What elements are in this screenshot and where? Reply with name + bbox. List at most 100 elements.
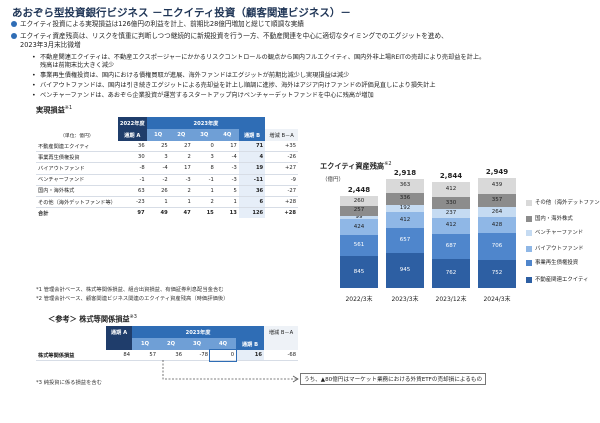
cell-q: 1 <box>146 196 170 209</box>
bar-segment <box>478 207 516 218</box>
cell-q: -3 <box>215 174 239 186</box>
bullet-dot-icon <box>11 33 17 39</box>
segment-label: 264 <box>491 208 503 215</box>
cell-diff: -27 <box>265 185 298 197</box>
row-label: 合計 <box>36 207 118 219</box>
legend-item: バイアウトファンド <box>526 244 584 252</box>
cell-q: 1 <box>215 196 239 209</box>
row-label: ベンチャーファンド <box>36 174 118 186</box>
segment-label: 752 <box>491 270 503 277</box>
segment-label: 412 <box>399 216 411 223</box>
callout-connector <box>162 360 299 383</box>
segment-label: 357 <box>491 197 503 204</box>
ref-col-1q: 1Q <box>132 338 158 350</box>
cell-diff: +27 <box>265 162 298 175</box>
table-row: その他（海外デットファンド等） -23 1 1 2 1 6 +28 <box>36 196 298 209</box>
cell-q: -4 <box>146 162 170 175</box>
bar-segment <box>340 219 378 236</box>
footnote-3: *3 純投資に係る損益を含む <box>36 380 102 386</box>
row-label: その他（海外デットファンド等） <box>36 196 118 209</box>
total-label: 2,844 <box>439 171 463 180</box>
cell-q: 1 <box>192 185 216 197</box>
sub-bullet-restructuring: • 事業再生債権投資は、国内における債権買取が進展、海外ファンドはエグジットが前期… <box>32 72 350 79</box>
cell-q: 1 <box>169 196 193 209</box>
footnote-2: *2 管理会計ベース、顧客関連ビジネス関連のエクイティ資産残高（時価評価後） <box>36 296 229 302</box>
bar-segment <box>340 196 378 207</box>
legend-item: 国内・海外株式 <box>526 214 573 222</box>
legend-item: 不動産関連エクイティ <box>526 275 588 283</box>
cell-a: -1 <box>117 174 147 186</box>
segment-label: 657 <box>399 236 411 243</box>
cell-q: 8 <box>192 162 216 175</box>
cell-q: -1 <box>192 174 216 186</box>
bar-segment <box>432 233 470 260</box>
ref-col-a: 通期 A <box>106 326 132 338</box>
table-row: 不動産関連エクイティ 36 25 27 0 17 71 +35 <box>36 141 298 153</box>
cell-b: 4 <box>238 151 266 164</box>
cell-b: 19 <box>238 162 266 175</box>
bar-segment <box>432 181 470 197</box>
segment-label: 687 <box>445 243 457 250</box>
bullet-dot-icon <box>11 21 17 27</box>
ref-table-title: ＜参考＞ 株式等関係損益※3 <box>48 314 137 324</box>
cell-q: -3 <box>169 174 193 186</box>
legend-swatch <box>526 199 532 206</box>
bar-segment <box>340 256 378 288</box>
segment-label: 428 <box>491 221 503 228</box>
col-3q: 3Q <box>192 129 216 141</box>
cell-b: 6 <box>238 196 266 209</box>
col-4q: 4Q <box>215 129 239 141</box>
cell-a: -23 <box>117 196 147 209</box>
bar-segment <box>478 193 516 208</box>
cell-q: 17 <box>169 162 193 175</box>
table-row: 事業再生債権投資 30 3 2 3 -4 4 -26 <box>36 151 298 164</box>
legend-label: その他（海外デットファンド等） <box>535 200 600 206</box>
total-row: 合計 97 49 47 15 13 126 +28 <box>36 207 298 219</box>
segment-label: 424 <box>353 223 365 230</box>
bar-segment <box>478 259 516 288</box>
cell-q: -2 <box>146 174 170 186</box>
sub-bullet-real-estate: • 不動産関連エクイティは、不動産エクスポージャーにかかるリスクコントロールの観点… <box>32 54 486 61</box>
legend-swatch <box>526 276 532 283</box>
segment-label: 412 <box>445 185 457 192</box>
table-row: 国内・海外株式 63 26 2 1 5 36 -27 <box>36 185 298 197</box>
cell-q: 47 <box>169 207 193 219</box>
segment-label: 336 <box>399 195 411 202</box>
segment-label: 99 <box>355 214 363 221</box>
x-tick-label: 2023/12末 <box>435 296 467 303</box>
ref-year-b-header: 2023年度 <box>132 326 264 338</box>
ref-col-4q: 4Q <box>210 338 236 350</box>
bar-segment <box>340 215 378 220</box>
ref-col-diff: 増減 B－A <box>264 326 298 338</box>
unit-label <box>36 117 118 129</box>
segment-label: 845 <box>353 268 365 275</box>
x-tick-label: 2024/3末 <box>483 296 511 303</box>
bullet-asset-balance-cont: 2023年3月末比微増 <box>20 41 81 49</box>
legend-swatch <box>526 245 532 252</box>
callout-note: うち、▲80億円はマーケット業務における外貨ETFの売却損によるもの <box>300 373 487 385</box>
bar-segment <box>432 218 470 234</box>
cell-a: 36 <box>117 141 147 153</box>
cell-diff: +28 <box>265 196 298 209</box>
row-label: 株式等関係損益 <box>36 350 106 362</box>
bullet-realized-pl: エクイティ投資による実現損益は126億円の利益を計上、前期比28億円増加と総じて… <box>11 20 592 29</box>
legend-label: 国内・海外株式 <box>535 216 573 222</box>
legend-label: 不動産関連エクイティ <box>535 277 589 283</box>
realized-pl-table: 2022年度 2023年度 （単位：億円） 通期 A 1Q 2Q 3Q 4Q 通… <box>36 117 298 219</box>
segment-label: 363 <box>399 182 411 189</box>
cell-q: 3 <box>146 151 170 164</box>
cell-q: 3 <box>192 151 216 164</box>
legend-swatch <box>526 215 532 222</box>
segment-label: 762 <box>445 270 457 277</box>
bar-segment <box>386 179 424 193</box>
segment-label: 561 <box>353 242 365 249</box>
bar-segment <box>432 196 470 210</box>
unit-note: （単位：億円） <box>60 133 94 139</box>
page-title: あおぞら型投資銀行ビジネス －エクイティ投資（顧客関連ビジネス）－ <box>12 7 351 19</box>
bar-segment <box>478 177 516 194</box>
cell-q: 15 <box>192 207 216 219</box>
pl-table-title: 実現損益※1 <box>36 105 73 115</box>
legend-swatch <box>526 229 532 236</box>
bar-segment <box>432 259 470 288</box>
cell-q: 49 <box>146 207 170 219</box>
